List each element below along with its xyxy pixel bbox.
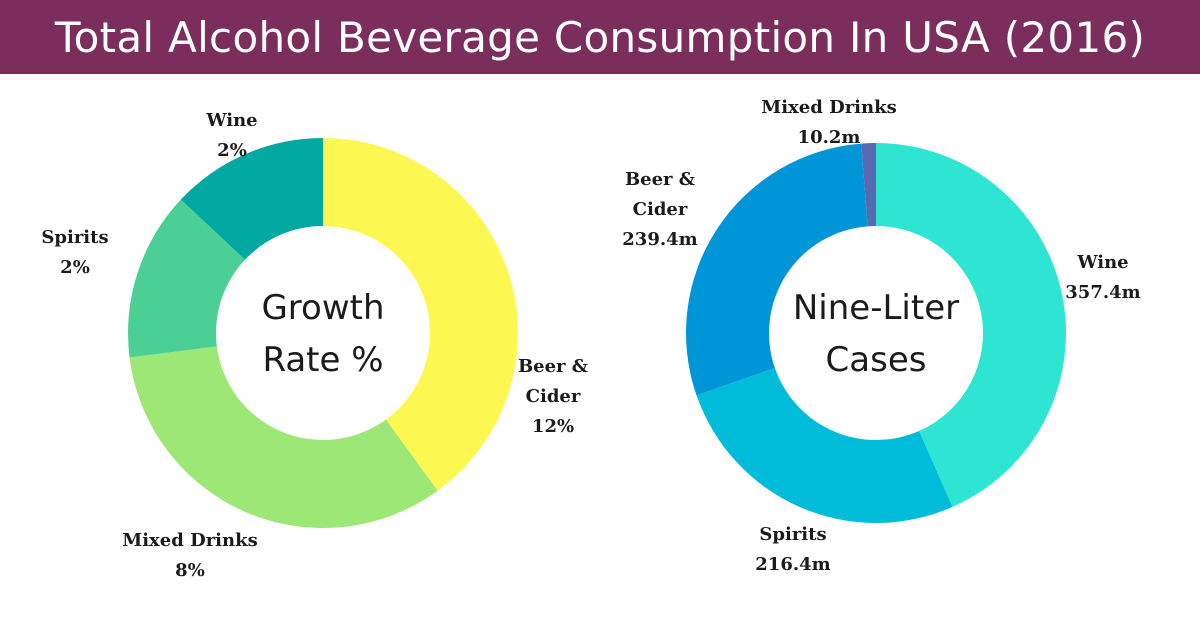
- category-label: Spirits: [759, 524, 826, 545]
- slice-beer-cider: [323, 138, 519, 491]
- category-label: Mixed Drinks: [761, 97, 896, 118]
- slice-spirits: [128, 199, 246, 358]
- slice-label: Beer & Cider 239.4m: [622, 169, 697, 250]
- data-label: 239.4m: [622, 229, 697, 250]
- center-label: Nine-Liter Cases: [793, 288, 959, 380]
- slice-mixed-drinks: [861, 143, 876, 227]
- title-bar: Total Alcohol Beverage Consumption In US…: [0, 0, 1200, 74]
- donut-chart-2: Nine-Liter Cases Wine 357.4m Spirits 216.4m Be…: [622, 97, 1140, 575]
- slice-beer-cider: [686, 143, 868, 396]
- slice-label: Mixed Drinks 8%: [122, 530, 257, 581]
- slice-spirits: [696, 368, 953, 523]
- data-label: 8%: [175, 560, 205, 581]
- chart-title: Total Alcohol Beverage Consumption In US…: [54, 12, 1146, 62]
- data-label: 2%: [217, 140, 247, 161]
- donut-chart-1: Growth Rate % Beer & Cider 12% Mixed Drinks 8%…: [41, 110, 588, 581]
- slice-label: Beer & Cider 12%: [518, 356, 588, 437]
- slice-label: Wine 2%: [205, 110, 257, 161]
- slice-wine: [876, 143, 1066, 507]
- category-label: Mixed Drinks: [122, 530, 257, 551]
- slice-mixed-drinks: [129, 346, 438, 528]
- slice-label: Spirits 216.4m: [755, 524, 830, 575]
- data-label: 10.2m: [798, 127, 861, 148]
- data-label: 12%: [532, 416, 574, 437]
- category-label: Cider: [526, 386, 581, 407]
- slice-wine: [180, 138, 323, 260]
- center-label-line: Growth: [261, 288, 384, 328]
- center-label-line: Nine-Liter: [793, 288, 959, 328]
- category-label: Cider: [633, 199, 688, 220]
- center-label-line: Rate %: [262, 340, 383, 380]
- slice-label: Wine 357.4m: [1065, 252, 1140, 303]
- data-label: 357.4m: [1065, 282, 1140, 303]
- center-label: Growth Rate %: [261, 288, 384, 380]
- category-label: Spirits: [41, 227, 108, 248]
- center-label-line: Cases: [826, 340, 927, 380]
- category-label: Beer &: [625, 169, 695, 190]
- category-label: Beer &: [518, 356, 588, 377]
- slice-label: Mixed Drinks 10.2m: [761, 97, 896, 148]
- slice-label: Spirits 2%: [41, 227, 108, 278]
- data-label: 216.4m: [755, 554, 830, 575]
- data-label: 2%: [60, 257, 90, 278]
- category-label: Wine: [205, 110, 257, 131]
- category-label: Wine: [1076, 252, 1128, 273]
